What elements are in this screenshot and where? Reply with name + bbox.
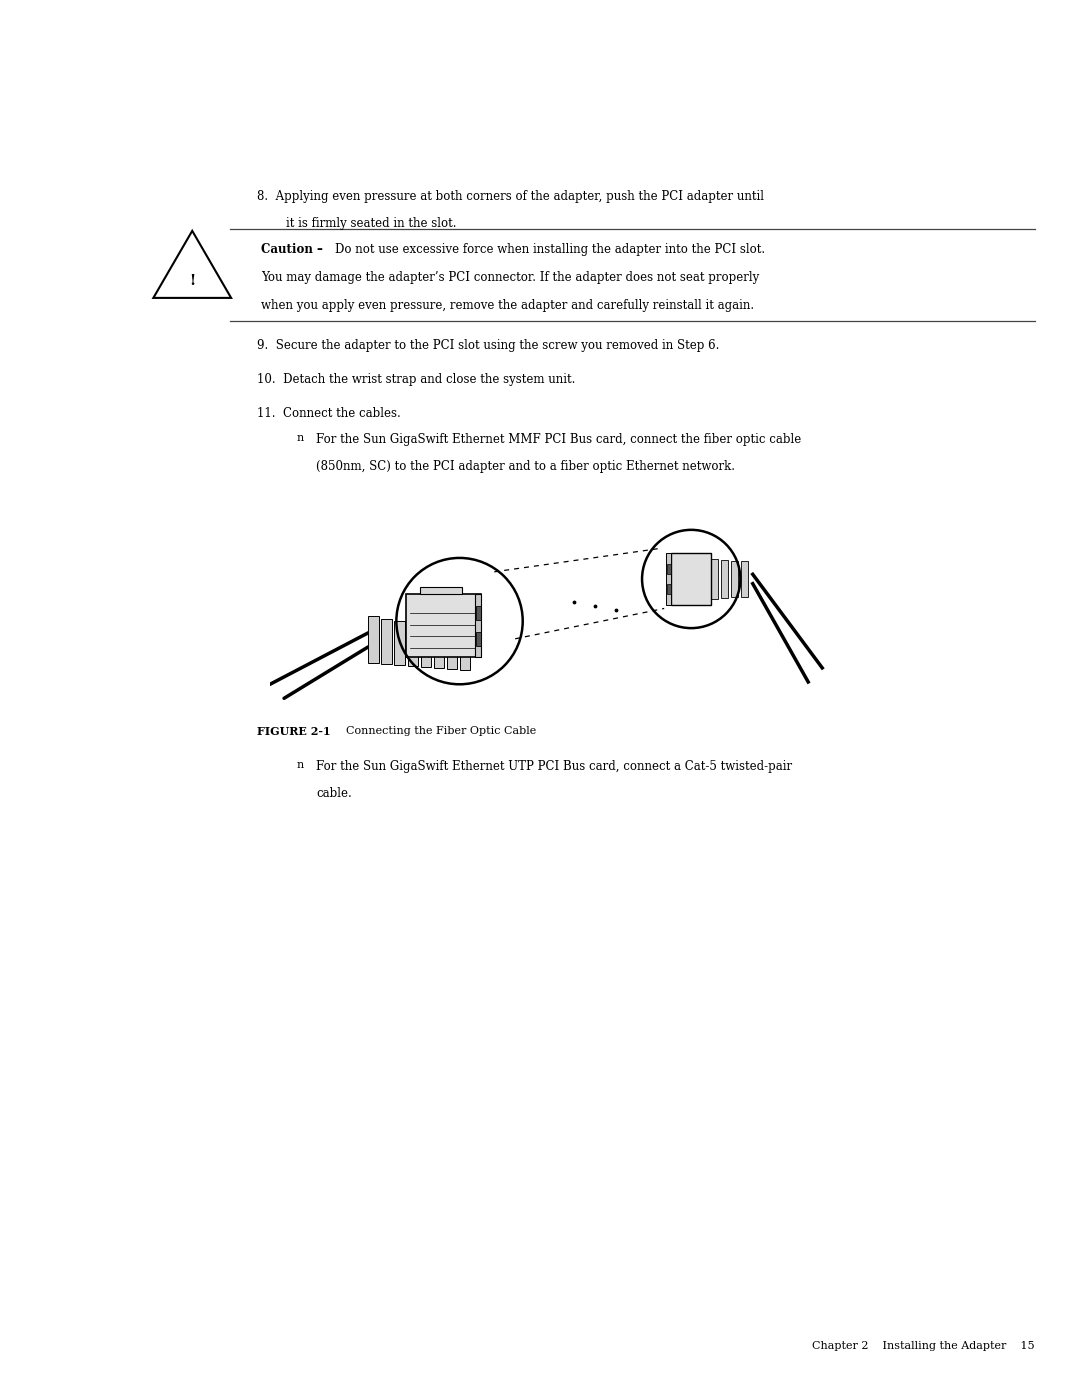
Text: !: !: [189, 274, 195, 288]
Text: cable.: cable.: [316, 787, 352, 799]
Bar: [476, 631, 481, 645]
Text: For the Sun GigaSwift Ethernet UTP PCI Bus card, connect a Cat-5 twisted-pair: For the Sun GigaSwift Ethernet UTP PCI B…: [316, 760, 793, 773]
Bar: [406, 594, 481, 658]
Bar: [731, 560, 738, 598]
Text: n: n: [297, 760, 305, 770]
Bar: [420, 587, 462, 594]
Bar: [666, 584, 672, 595]
Bar: [407, 623, 418, 666]
Text: it is firmly seated in the slot.: it is firmly seated in the slot.: [286, 217, 457, 229]
Text: 11.  Connect the cables.: 11. Connect the cables.: [257, 407, 401, 419]
Bar: [434, 629, 444, 668]
Bar: [741, 562, 747, 597]
Text: Chapter 2    Installing the Adapter    15: Chapter 2 Installing the Adapter 15: [812, 1341, 1035, 1351]
Bar: [394, 622, 405, 665]
Text: when you apply even pressure, remove the adapter and carefully reinstall it agai: when you apply even pressure, remove the…: [261, 299, 755, 312]
Bar: [665, 553, 672, 605]
Bar: [666, 563, 672, 574]
Bar: [721, 560, 728, 598]
Bar: [447, 630, 457, 669]
Bar: [711, 559, 718, 599]
Bar: [476, 606, 481, 620]
Text: n: n: [297, 433, 305, 443]
Text: You may damage the adapter’s PCI connector. If the adapter does not seat properl: You may damage the adapter’s PCI connect…: [261, 271, 759, 284]
Text: (850nm, SC) to the PCI adapter and to a fiber optic Ethernet network.: (850nm, SC) to the PCI adapter and to a …: [316, 460, 735, 472]
Text: FIGURE 2-1: FIGURE 2-1: [257, 726, 330, 738]
Text: Do not use excessive force when installing the adapter into the PCI slot.: Do not use excessive force when installi…: [335, 243, 765, 256]
Bar: [368, 616, 379, 664]
Bar: [381, 619, 392, 664]
Bar: [475, 594, 481, 658]
Bar: [460, 633, 470, 669]
Text: Caution –: Caution –: [261, 243, 323, 256]
Bar: [421, 626, 431, 666]
Text: 8.  Applying even pressure at both corners of the adapter, push the PCI adapter : 8. Applying even pressure at both corner…: [257, 190, 764, 203]
Bar: [672, 553, 711, 605]
Text: Connecting the Fiber Optic Cable: Connecting the Fiber Optic Cable: [346, 726, 536, 736]
Text: 9.  Secure the adapter to the PCI slot using the screw you removed in Step 6.: 9. Secure the adapter to the PCI slot us…: [257, 339, 719, 352]
Text: For the Sun GigaSwift Ethernet MMF PCI Bus card, connect the fiber optic cable: For the Sun GigaSwift Ethernet MMF PCI B…: [316, 433, 801, 446]
Text: 10.  Detach the wrist strap and close the system unit.: 10. Detach the wrist strap and close the…: [257, 373, 576, 386]
